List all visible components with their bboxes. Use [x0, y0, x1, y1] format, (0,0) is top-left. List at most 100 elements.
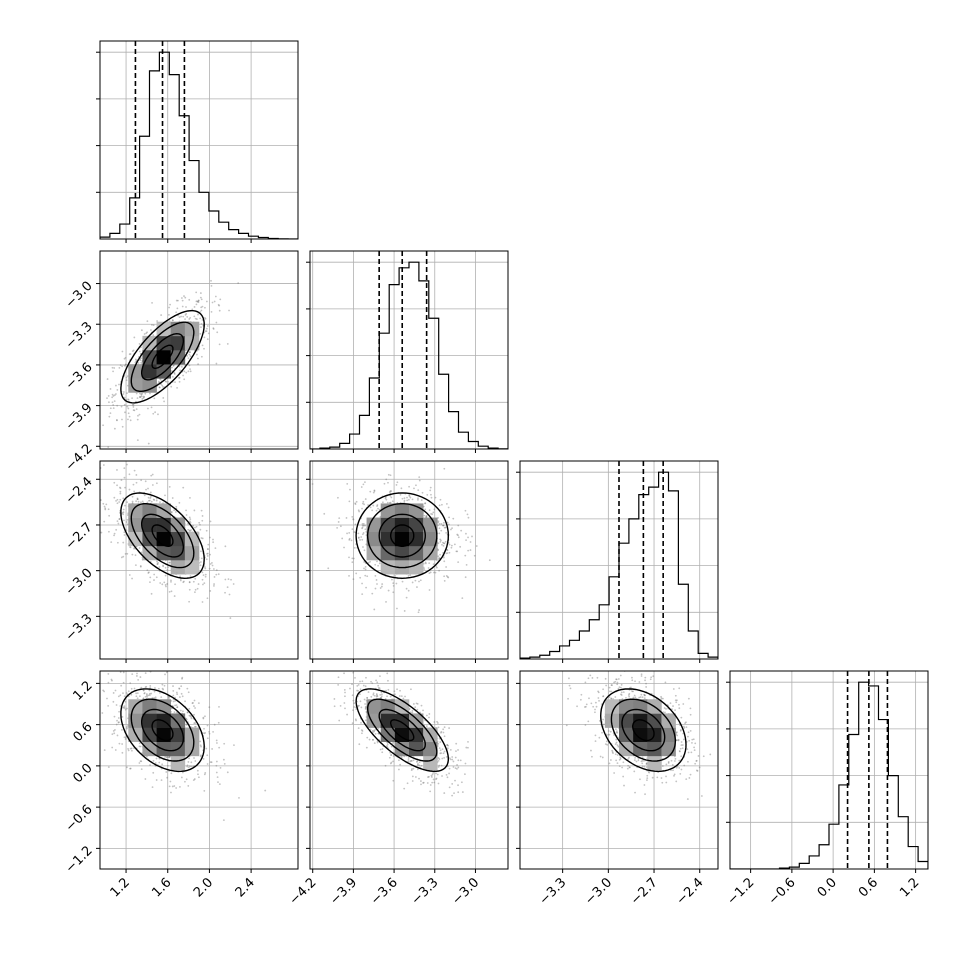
y-tick-label: 1.2	[70, 678, 95, 703]
panel-frame	[99, 670, 299, 870]
sample-point	[172, 685, 174, 687]
sample-point	[122, 692, 124, 695]
sample-point	[392, 582, 395, 585]
sample-point	[178, 316, 181, 318]
sample-point	[369, 728, 372, 731]
sample-point	[133, 336, 136, 339]
sample-point	[162, 564, 164, 567]
sample-point	[442, 728, 445, 731]
sample-point	[426, 782, 429, 784]
sample-point	[189, 351, 191, 354]
sample-point	[203, 732, 206, 735]
sample-point	[381, 583, 384, 585]
sample-point	[213, 583, 215, 585]
sample-point	[209, 553, 211, 556]
sample-point	[174, 583, 176, 586]
panel-frame	[99, 460, 299, 660]
sample-point	[147, 487, 149, 490]
density-contour	[378, 513, 427, 558]
sample-point	[418, 479, 421, 482]
sample-point	[173, 595, 176, 597]
sample-point	[122, 555, 125, 558]
density-contour	[151, 719, 174, 742]
sample-point	[437, 555, 440, 558]
sample-point	[218, 304, 221, 307]
sample-point	[359, 700, 362, 703]
sample-point	[355, 500, 358, 503]
sample-point	[378, 687, 381, 690]
sample-point	[361, 524, 364, 527]
sample-point	[191, 702, 194, 705]
sample-point	[179, 575, 181, 578]
sample-point	[193, 778, 196, 780]
sample-point	[357, 683, 360, 686]
sample-point	[178, 501, 181, 504]
sample-point	[190, 716, 193, 718]
sample-point	[409, 760, 412, 763]
sample-point	[206, 552, 209, 555]
sample-point	[197, 299, 200, 302]
sample-point	[238, 796, 240, 799]
sample-point	[175, 299, 178, 302]
sample-point	[135, 474, 138, 476]
sample-point	[375, 695, 378, 698]
sample-point	[363, 567, 365, 570]
sample-point	[457, 536, 460, 539]
sample-point	[418, 761, 421, 764]
sample-point	[209, 520, 212, 523]
sample-point	[180, 692, 183, 695]
sample-point	[360, 486, 363, 488]
sample-point	[390, 761, 393, 764]
sample-point	[418, 609, 420, 611]
sample-point	[407, 575, 410, 577]
sample-point	[116, 541, 119, 544]
sample-point	[144, 778, 147, 780]
sample-point	[405, 587, 408, 590]
sample-point	[178, 687, 181, 690]
sample-point	[200, 326, 202, 329]
density-contour	[151, 344, 174, 369]
sample-point	[646, 777, 649, 780]
sample-point	[157, 413, 159, 416]
sample-point	[362, 524, 365, 527]
sample-point	[136, 697, 139, 700]
sample-point	[371, 592, 374, 595]
sample-point	[446, 503, 448, 505]
sample-point	[443, 560, 446, 563]
sample-point	[181, 305, 184, 308]
sample-point	[378, 562, 381, 565]
sample-point	[366, 697, 369, 699]
sample-point	[375, 679, 377, 682]
density-contour	[390, 524, 415, 547]
sample-point	[615, 678, 617, 681]
sample-point	[119, 490, 122, 493]
density-contour	[130, 503, 195, 569]
sample-point	[129, 353, 132, 355]
sample-point	[199, 296, 202, 299]
sample-point	[150, 329, 152, 331]
sample-point	[196, 587, 199, 590]
sample-point	[164, 673, 166, 676]
sample-point	[199, 317, 202, 320]
sample-point	[406, 499, 409, 502]
sample-point	[353, 531, 356, 533]
sample-point	[443, 735, 446, 738]
sample-point	[168, 306, 170, 309]
sample-point	[366, 736, 369, 739]
sample-point	[361, 526, 364, 529]
sample-point	[142, 697, 145, 700]
sample-point	[201, 344, 204, 347]
sample-point	[395, 582, 398, 585]
sample-point	[149, 499, 151, 502]
sample-point	[161, 763, 164, 766]
sample-point	[194, 526, 196, 529]
sample-point	[364, 705, 367, 708]
sample-point	[182, 486, 185, 489]
y-tick-label: −3.0	[63, 566, 96, 599]
sample-point	[127, 398, 130, 401]
sample-point	[341, 537, 344, 540]
sample-point	[452, 760, 455, 763]
sample-point	[357, 705, 360, 707]
sample-point	[206, 552, 208, 555]
sample-point	[215, 573, 218, 576]
